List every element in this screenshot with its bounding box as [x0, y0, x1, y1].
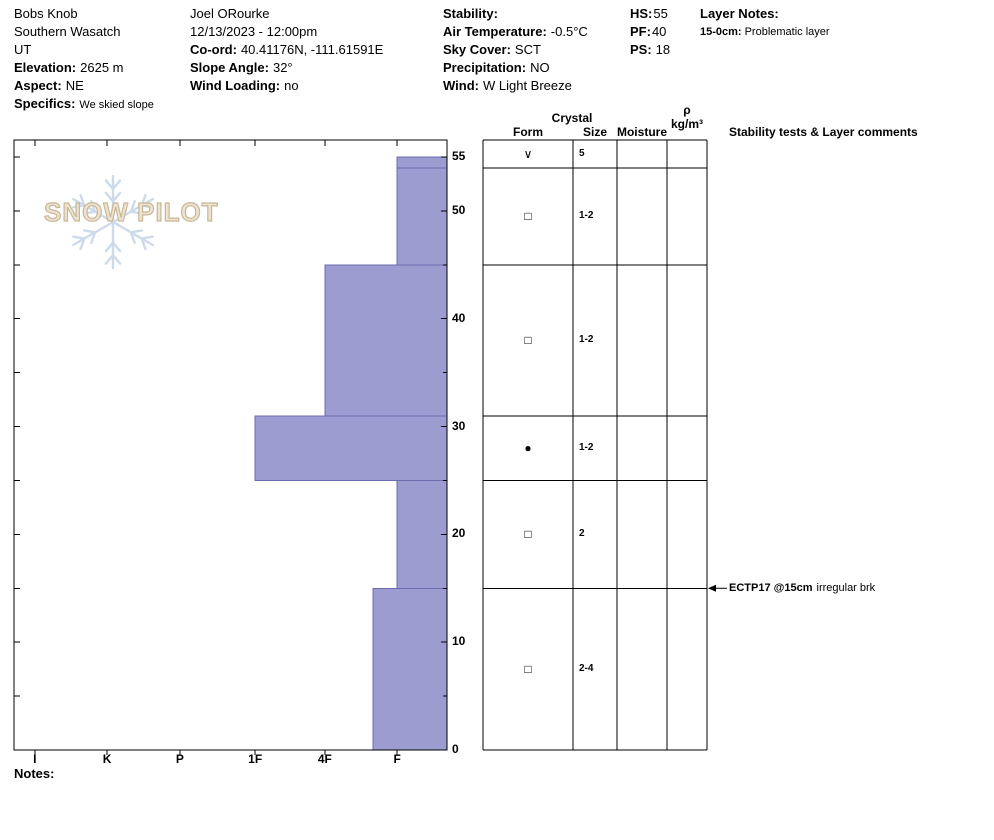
site-name: Bobs Knob [14, 6, 78, 21]
pf-label: PF: [630, 24, 651, 39]
air-temp-value: -0.5°C [550, 24, 588, 39]
hardness-bar-layer [396, 156, 448, 169]
layer-notes-block: Layer Notes: 15-0cm: Problematic layer [700, 5, 830, 41]
wind: Wind: W Light Breeze [443, 77, 588, 95]
snowpilot-watermark: SNOW PILOT [43, 196, 219, 227]
hardness-bar-layer [396, 167, 448, 266]
pf-line: PF:40 [630, 23, 670, 41]
size-header: Size [582, 125, 607, 139]
hs-line: HS:55 [630, 5, 670, 23]
precipitation: Precipitation: NO [443, 59, 588, 77]
slope-angle: Slope Angle: 32° [190, 59, 383, 77]
observer-name: Joel ORourke [190, 6, 270, 21]
wind-loading: Wind Loading: no [190, 77, 383, 95]
hardness-bar-layer [254, 415, 448, 481]
coord-label: Co-ord: [190, 42, 237, 57]
ect-arrow-icon [708, 584, 727, 592]
hs-label: HS: [630, 6, 653, 21]
site-info-block: Bobs Knob Southern Wasatch UT Elevation:… [14, 5, 154, 114]
ps-line: PS: 18 [630, 41, 670, 59]
slope-angle-value: 32° [272, 60, 293, 75]
wind-loading-label: Wind Loading: [190, 78, 281, 93]
wind-value: W Light Breeze [482, 78, 572, 93]
stability-line: Stability: [443, 5, 588, 23]
slope-angle-label: Slope Angle: [190, 60, 269, 75]
sky-cover: Sky Cover: SCT [443, 41, 588, 59]
air-temperature: Air Temperature: -0.5°C [443, 23, 588, 41]
observer-info-block: Joel ORourke 12/13/2023 - 12:00pm Co-ord… [190, 5, 383, 95]
hardness-bar-layer [372, 587, 448, 751]
notes-label: Notes: [14, 766, 55, 781]
crystal-header: Crystal [551, 111, 593, 125]
precipitation-label: Precipitation: [443, 60, 527, 75]
ps-label: PS: [630, 42, 652, 57]
site-region: Southern Wasatch [14, 24, 121, 39]
form-header: Form [513, 125, 543, 139]
air-temp-label: Air Temperature: [443, 24, 547, 39]
hardness-bar-layer [324, 264, 448, 417]
precipitation-value: NO [530, 60, 550, 75]
site-elevation: Elevation: 2625 m [14, 59, 154, 77]
snowpack-totals-block: HS:55 PF:40 PS: 18 [630, 5, 670, 59]
specifics-label: Specifics: [14, 96, 76, 111]
observation-datetime: 12/13/2023 - 12:00pm [190, 24, 318, 39]
elevation-value: 2625 m [80, 60, 124, 75]
crystal-table-grid [482, 139, 708, 751]
layer-note-range: 15-0cm: [700, 26, 742, 38]
ps-value: 18 [655, 42, 671, 57]
sky-cover-label: Sky Cover: [443, 42, 511, 57]
chart-frame [13, 139, 448, 751]
axis-ticks [14, 140, 447, 755]
wind-label: Wind: [443, 78, 479, 93]
pf-value: 40 [651, 24, 667, 39]
aspect-value: NE [65, 78, 84, 93]
aspect-label: Aspect: [14, 78, 62, 93]
site-aspect: Aspect: NE [14, 77, 154, 95]
hs-value: 55 [653, 6, 668, 21]
layer-note-text: Problematic layer [744, 26, 830, 38]
specifics-value: We skied slope [79, 99, 154, 111]
moisture-header: Moisture [616, 125, 667, 139]
hardness-bar-layer [396, 479, 448, 589]
comments-header: Stability tests & Layer comments [729, 125, 918, 139]
density-units-header: kg/m³ [670, 117, 703, 131]
elevation-label: Elevation: [14, 60, 77, 75]
hardness-bars [254, 156, 448, 751]
conditions-block: Stability: Air Temperature: -0.5°C Sky Co… [443, 5, 588, 95]
coordinates: Co-ord: 40.41176N, -111.61591E [190, 41, 383, 59]
wind-loading-value: no [284, 78, 299, 93]
sky-cover-value: SCT [514, 42, 541, 57]
snowflake-icon [71, 174, 155, 270]
site-state: UT [14, 42, 32, 57]
coord-value: 40.41176N, -111.61591E [240, 42, 384, 57]
site-specifics: Specifics: We skied slope [14, 95, 154, 114]
density-symbol-header: ρ [683, 103, 691, 117]
layer-note-item: 15-0cm: Problematic layer [700, 23, 830, 41]
stability-label: Stability: [443, 6, 498, 21]
layer-notes-title: Layer Notes: [700, 6, 779, 21]
